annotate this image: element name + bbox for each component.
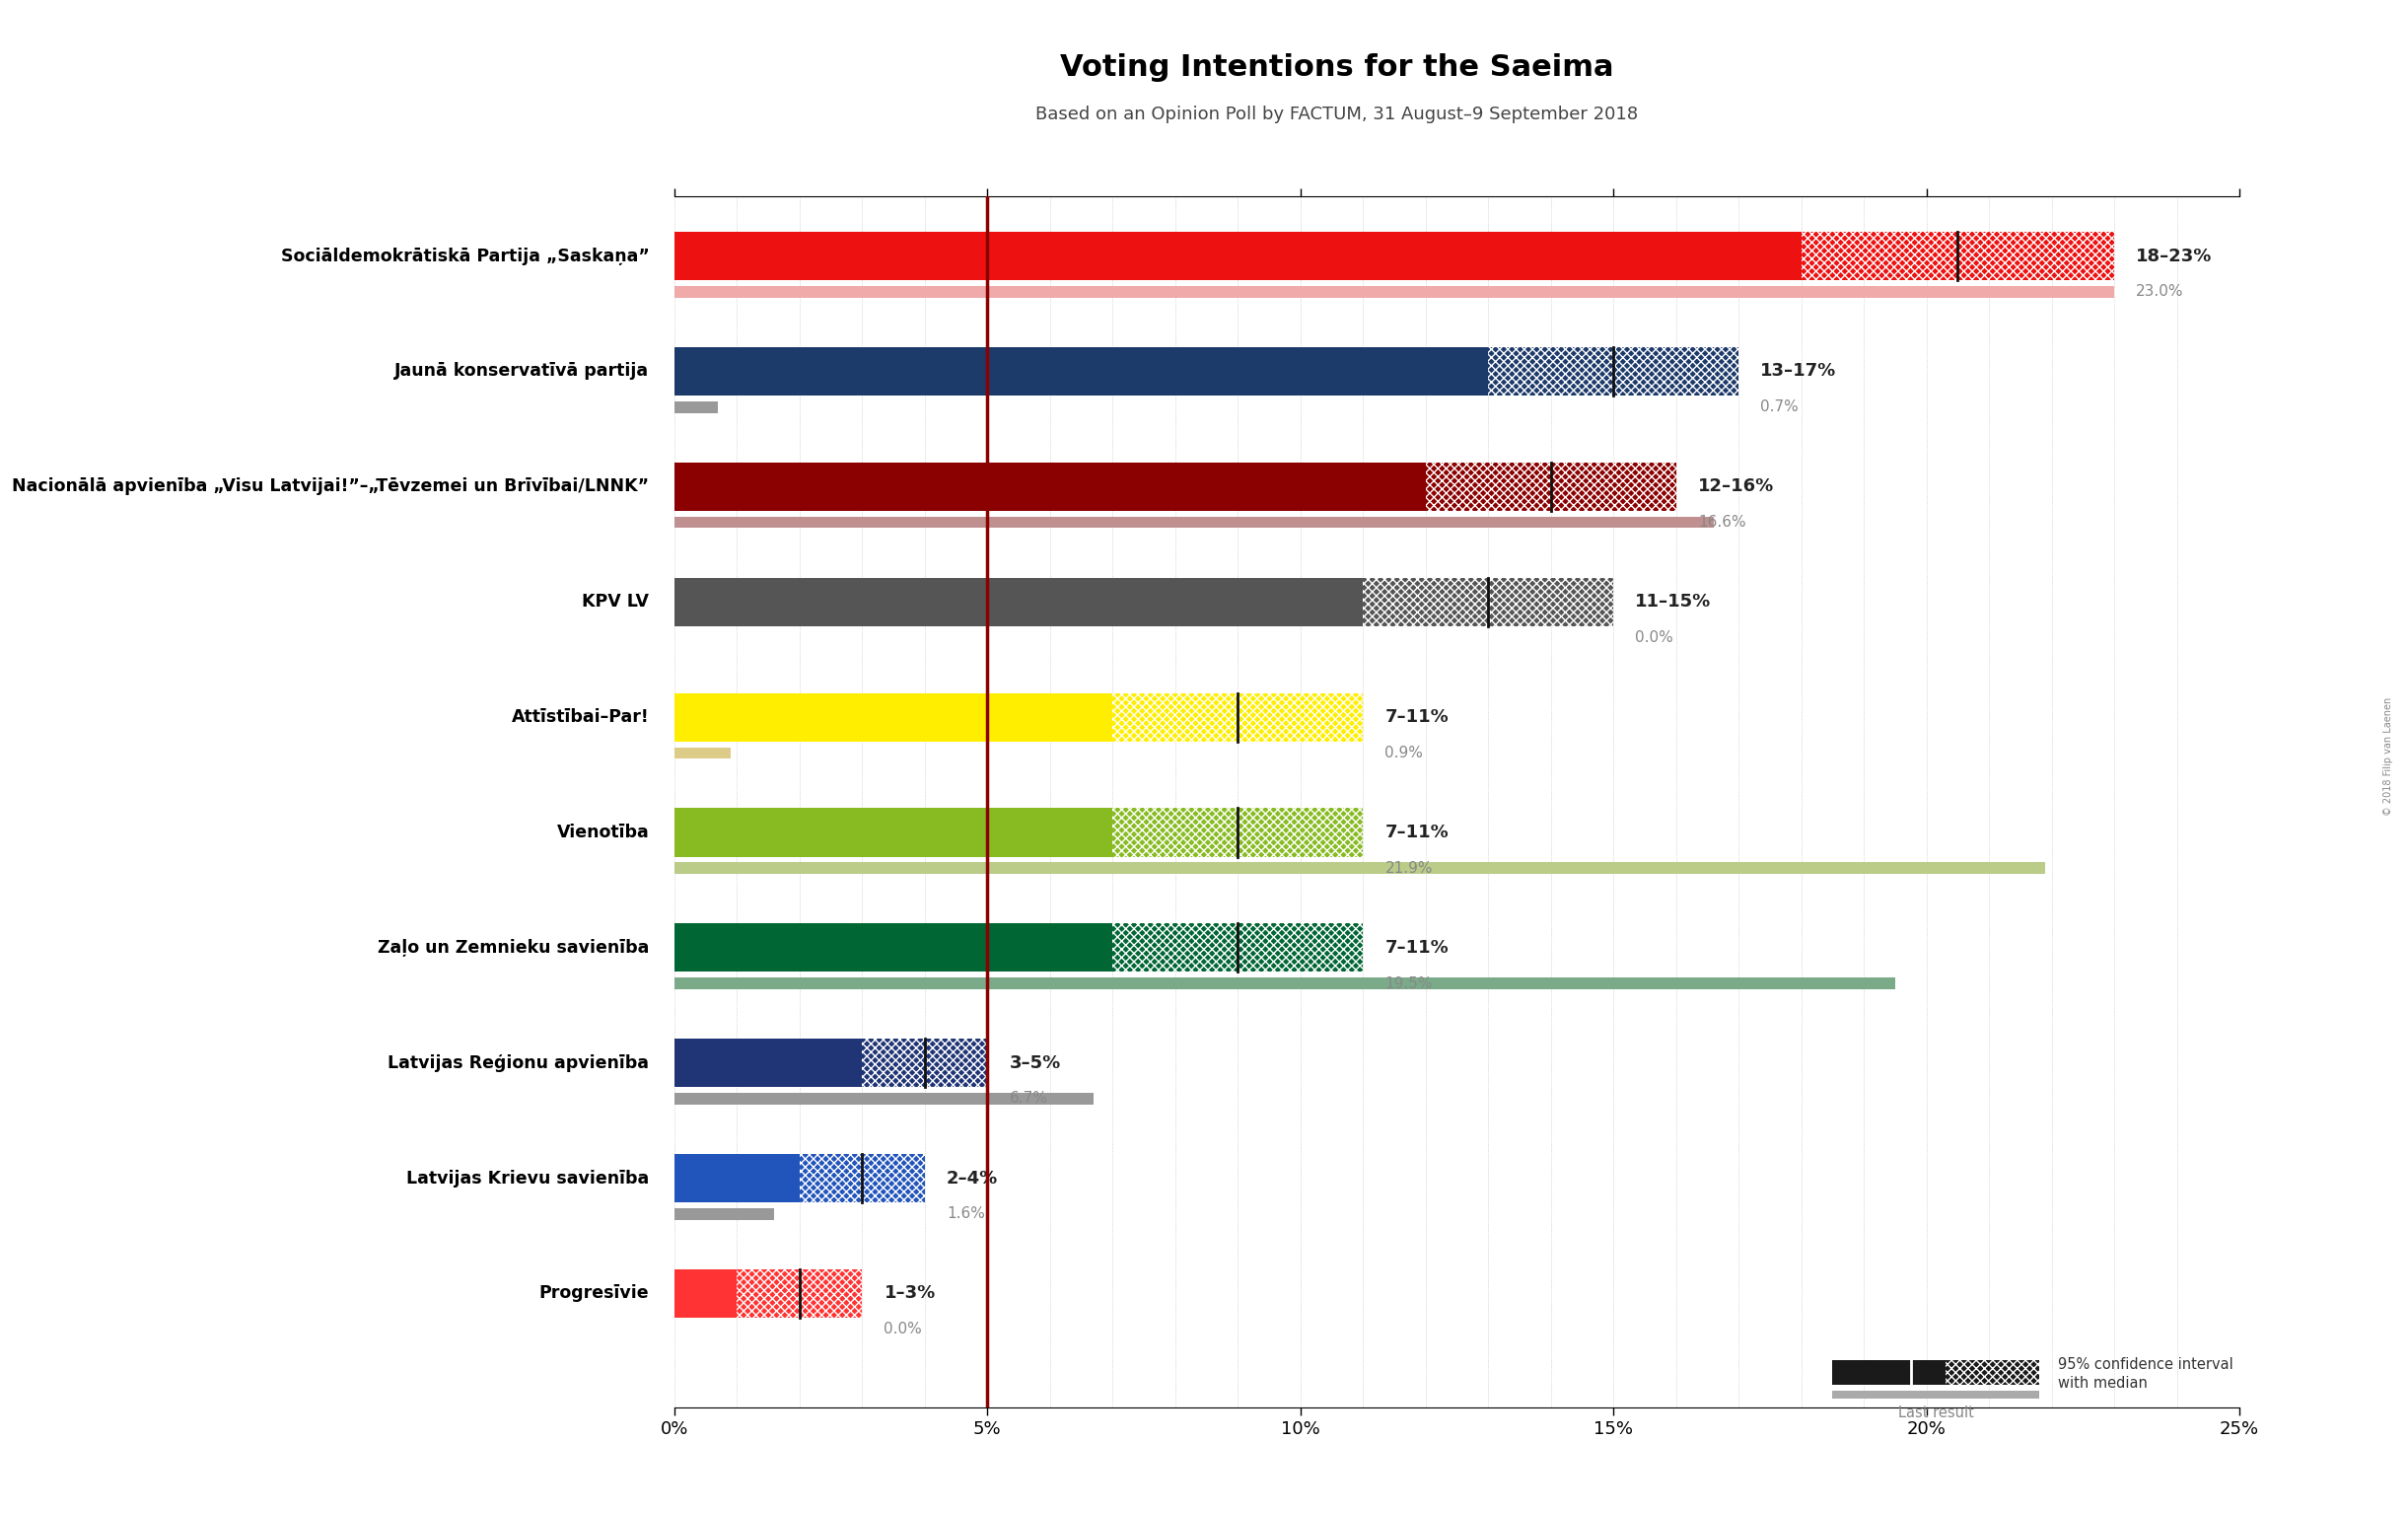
- Bar: [1832, 1390, 2040, 1400]
- Bar: [674, 693, 1112, 741]
- Bar: [674, 401, 718, 413]
- Text: 7–11%: 7–11%: [1385, 823, 1450, 841]
- Text: Voting Intentions for the Saeima: Voting Intentions for the Saeima: [1060, 53, 1613, 82]
- Text: 19.5%: 19.5%: [1385, 976, 1433, 991]
- Text: 2–4%: 2–4%: [946, 1170, 997, 1188]
- Bar: [674, 286, 2114, 298]
- Bar: [1112, 923, 1363, 971]
- Bar: [674, 1269, 737, 1318]
- Bar: [674, 808, 1112, 856]
- Bar: [674, 463, 1426, 511]
- Bar: [674, 1039, 862, 1088]
- Bar: [1946, 1360, 2040, 1386]
- Text: 6.7%: 6.7%: [1009, 1091, 1047, 1106]
- Text: Zaļo un Zemnieku savienība: Zaļo un Zemnieku savienība: [378, 940, 650, 956]
- Bar: [674, 578, 1363, 626]
- Text: 21.9%: 21.9%: [1385, 861, 1433, 876]
- Bar: [674, 923, 1112, 971]
- Text: 95% confidence interval: 95% confidence interval: [2059, 1357, 2232, 1372]
- Text: 18–23%: 18–23%: [2136, 247, 2213, 265]
- Text: Sociāldemokrātiskā Partija „Saskaņa”: Sociāldemokrātiskā Partija „Saskaņa”: [282, 247, 650, 265]
- Text: Progresīvie: Progresīvie: [539, 1285, 650, 1303]
- Text: 13–17%: 13–17%: [1760, 363, 1837, 380]
- Text: 0.0%: 0.0%: [1635, 631, 1674, 645]
- Bar: [674, 747, 730, 758]
- Text: Latvijas Reģionu apvienība: Latvijas Reģionu apvienība: [388, 1055, 650, 1071]
- Bar: [1832, 1360, 1946, 1386]
- Bar: [1363, 578, 1613, 626]
- Bar: [737, 1269, 862, 1318]
- Text: Jaunā konservatīvā partija: Jaunā konservatīvā partija: [395, 363, 650, 380]
- Bar: [674, 1154, 799, 1203]
- Bar: [674, 862, 2044, 875]
- Text: Latvijas Krievu savienība: Latvijas Krievu savienība: [407, 1170, 650, 1188]
- Text: 12–16%: 12–16%: [1698, 478, 1775, 495]
- Bar: [674, 977, 1895, 990]
- Bar: [674, 516, 1714, 528]
- Text: 3–5%: 3–5%: [1009, 1055, 1060, 1071]
- Bar: [1488, 346, 1739, 395]
- Text: 0.7%: 0.7%: [1760, 399, 1799, 415]
- Bar: [1112, 693, 1363, 741]
- Text: 0.9%: 0.9%: [1385, 746, 1423, 761]
- Bar: [1112, 808, 1363, 856]
- Text: 1.6%: 1.6%: [946, 1206, 985, 1221]
- Text: Nacionālā apvienība „Visu Latvijai!”–„Tēvzemei un Brīvībai/LNNK”: Nacionālā apvienība „Visu Latvijai!”–„Tē…: [12, 478, 650, 495]
- Bar: [674, 346, 1488, 395]
- Text: KPV LV: KPV LV: [583, 593, 650, 611]
- Text: 11–15%: 11–15%: [1635, 593, 1712, 611]
- Text: 1–3%: 1–3%: [884, 1285, 934, 1303]
- Text: 7–11%: 7–11%: [1385, 940, 1450, 956]
- Text: Attīstībai–Par!: Attīstībai–Par!: [510, 708, 650, 726]
- Bar: [674, 231, 1801, 280]
- Text: Vienotība: Vienotība: [556, 823, 650, 841]
- Text: with median: with median: [2059, 1375, 2148, 1390]
- Bar: [799, 1154, 925, 1203]
- Bar: [1426, 463, 1676, 511]
- Text: 7–11%: 7–11%: [1385, 708, 1450, 726]
- Bar: [1801, 231, 2114, 280]
- Text: 0.0%: 0.0%: [884, 1322, 922, 1336]
- Text: Last result: Last result: [1898, 1406, 1975, 1421]
- Bar: [674, 1092, 1093, 1104]
- Bar: [862, 1039, 987, 1088]
- Text: 23.0%: 23.0%: [2136, 284, 2184, 300]
- Text: Based on an Opinion Poll by FACTUM, 31 August–9 September 2018: Based on an Opinion Poll by FACTUM, 31 A…: [1035, 106, 1637, 124]
- Text: 16.6%: 16.6%: [1698, 514, 1746, 530]
- Bar: [674, 1209, 775, 1219]
- Text: © 2018 Filip van Laenen: © 2018 Filip van Laenen: [2384, 697, 2394, 816]
